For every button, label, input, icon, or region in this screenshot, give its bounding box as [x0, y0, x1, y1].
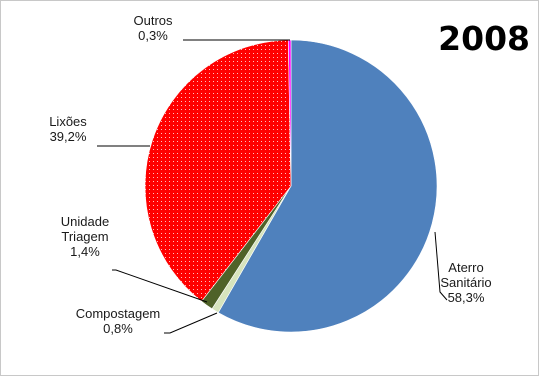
- slice-name-label: Outros: [133, 13, 173, 28]
- leader-line: [112, 269, 208, 303]
- slice-lixoes: [144, 39, 292, 302]
- slice-value-label: 39,2%: [50, 129, 87, 144]
- slice-value-label: 0,8%: [103, 321, 133, 336]
- slice-label: Outros 0,3%: [133, 13, 173, 43]
- slice-name-label: Lixões: [49, 114, 87, 129]
- leader-line: [434, 231, 448, 301]
- slice-value-label: 0,3%: [138, 28, 168, 43]
- slice-name-label: Sanitário: [440, 275, 491, 290]
- slice-name-label: Aterro: [448, 260, 483, 275]
- pie-slices: [144, 39, 438, 333]
- leader-line: [164, 312, 218, 334]
- slice-name-label: Triagem: [61, 229, 108, 244]
- slice-labels: Aterro Sanitário 58,3% Compostagem 0,8% Unida…: [49, 13, 491, 336]
- slice-name-label: Unidade: [61, 214, 109, 229]
- slice-value-label: 58,3%: [448, 290, 485, 305]
- slice-label: Compostagem 0,8%: [76, 306, 161, 336]
- slice-value-label: 1,4%: [70, 244, 100, 259]
- slice-aterro-sanitario: [217, 39, 438, 333]
- slice-label: Aterro Sanitário 58,3%: [440, 260, 491, 305]
- leader-lines: [97, 39, 448, 334]
- slice-label: Lixões 39,2%: [49, 114, 87, 144]
- slice-name-label: Compostagem: [76, 306, 161, 321]
- slice-label: Unidade Triagem 1,4%: [61, 214, 109, 259]
- chart-title: 2008: [438, 19, 530, 58]
